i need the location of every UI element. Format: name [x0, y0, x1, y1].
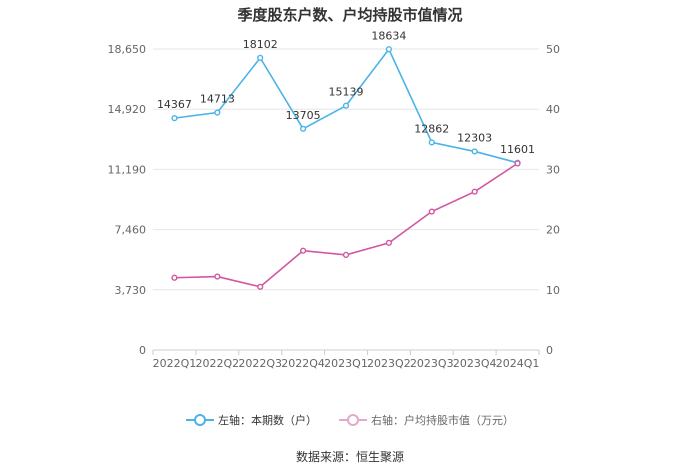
series-point-1 [300, 247, 307, 254]
data-label: 14367 [157, 98, 192, 111]
series-point-1 [171, 274, 178, 281]
series-point-1 [514, 160, 521, 167]
series-point-0 [471, 148, 478, 155]
x-tick-label: 2022Q4 [281, 357, 325, 370]
x-tick-label: 2022Q1 [153, 357, 197, 370]
right-tick-label: 50 [546, 43, 560, 56]
series-point-1 [428, 208, 435, 215]
series-point-1 [214, 273, 221, 280]
data-label: 11601 [500, 143, 535, 156]
right-tick-label: 40 [546, 103, 560, 116]
left-tick-label: 11,190 [108, 163, 147, 176]
series-point-0 [385, 46, 392, 53]
series-point-1 [342, 251, 350, 258]
legend-swatch-market-value [339, 413, 367, 427]
left-tick-label: 0 [139, 344, 146, 357]
series-point-0 [171, 115, 178, 122]
data-label: 15139 [329, 86, 364, 99]
left-tick-label: 18,650 [108, 43, 147, 56]
left-tick-label: 7,460 [115, 224, 147, 237]
legend-item-market-value[interactable]: 右轴：户均持股市值（万元） [339, 412, 514, 428]
x-tick-label: 2023Q3 [410, 357, 454, 370]
right-tick-label: 10 [546, 284, 560, 297]
legend-item-households[interactable]: 左轴：本期数（户） [186, 412, 317, 428]
series-line-1 [174, 162, 518, 288]
chart-title: 季度股东户数、户均持股市值情况 [237, 6, 463, 24]
right-tick-label: 0 [546, 344, 553, 357]
series-point-0 [342, 102, 350, 109]
legend-label-market-value: 右轴：户均持股市值（万元） [371, 414, 514, 427]
x-tick-label: 2022Q2 [196, 357, 240, 370]
series-point-0 [257, 54, 264, 61]
left-tick-label: 3,730 [115, 284, 147, 297]
x-tick-label: 2024Q1 [496, 357, 540, 370]
legend-label-households: 左轴：本期数（户） [218, 414, 317, 427]
left-tick-label: 14,920 [108, 103, 147, 116]
series-point-1 [385, 239, 392, 246]
data-label: 14713 [200, 93, 235, 106]
series-point-0 [428, 139, 435, 146]
x-tick-label: 2022Q3 [238, 357, 282, 370]
data-label: 12303 [457, 131, 492, 144]
x-tick-label: 2023Q1 [324, 357, 368, 370]
legend: 左轴：本期数（户） 右轴：户均持股市值（万元） [0, 410, 700, 430]
x-tick-label: 2023Q2 [367, 357, 411, 370]
right-tick-label: 30 [546, 163, 560, 176]
series-point-0 [300, 125, 307, 132]
x-tick-label: 2023Q4 [453, 357, 497, 370]
data-label: 18102 [243, 38, 278, 51]
series-point-0 [214, 109, 221, 116]
source-note: 数据来源：恒生聚源 [295, 450, 404, 464]
right-tick-label: 20 [546, 224, 560, 237]
series-point-1 [257, 283, 264, 290]
data-label: 13705 [286, 109, 321, 122]
data-label: 18634 [371, 29, 406, 42]
data-label: 12862 [414, 122, 449, 135]
legend-swatch-households [186, 413, 214, 427]
series-point-1 [471, 188, 478, 195]
